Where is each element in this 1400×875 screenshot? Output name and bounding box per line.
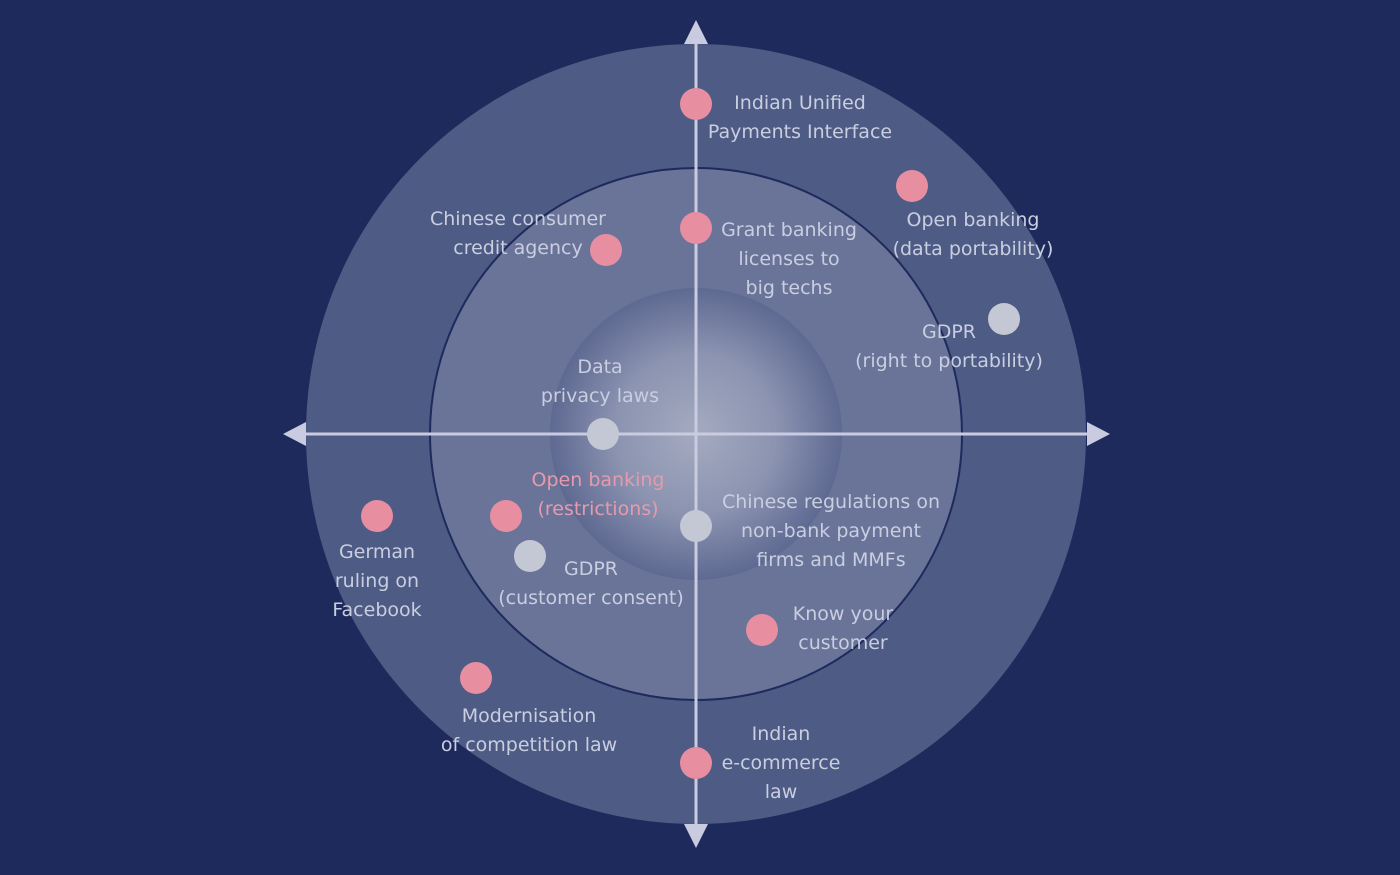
indian-upi-label-line: Indian Unified	[734, 92, 866, 114]
item-german-ruling: German ruling on Facebook	[332, 500, 422, 621]
item-open-banking-portability: Open banking (data portability)	[893, 170, 1054, 260]
item-gdpr-portability: GDPR (right to portability)	[855, 303, 1043, 372]
item-chinese-credit-agency: Chinese consumer credit agency	[430, 208, 622, 266]
item-indian-ecommerce: Indian e-commerce law	[680, 723, 840, 803]
chinese-credit-agency-dot	[590, 234, 622, 266]
indian-upi-label-line: Payments Interface	[708, 121, 892, 143]
grant-banking-licenses-label-line: licenses to	[738, 248, 839, 270]
item-data-privacy-laws: Data privacy laws	[541, 356, 659, 450]
modernisation-competition-label-line: Modernisation	[462, 705, 597, 727]
arrow-left-icon	[283, 422, 306, 446]
open-banking-restrictions-label-line: (restrictions)	[537, 498, 658, 520]
data-privacy-laws-dot	[587, 418, 619, 450]
gdpr-consent-label-line: GDPR	[564, 558, 618, 580]
chinese-credit-agency-label-line: credit agency	[453, 237, 582, 259]
indian-ecommerce-label-line: law	[765, 781, 797, 803]
grant-banking-licenses-dot	[680, 212, 712, 244]
chinese-regulations-label-line: Chinese regulations on	[722, 491, 940, 513]
item-chinese-regulations: Chinese regulations on non-bank payment fi…	[680, 491, 940, 571]
chinese-credit-agency-label-line: Chinese consumer	[430, 208, 606, 230]
know-your-customer-dot	[746, 614, 778, 646]
gdpr-portability-dot	[988, 303, 1020, 335]
gdpr-portability-label-line: (right to portability)	[855, 350, 1043, 372]
indian-ecommerce-label-line: e-commerce	[722, 752, 841, 774]
indian-upi-dot	[680, 88, 712, 120]
arrow-down-icon	[684, 824, 708, 848]
grant-banking-licenses-label-line: Grant banking	[721, 219, 857, 241]
gdpr-consent-dot	[514, 540, 546, 572]
item-modernisation-competition: Modernisation of competition law	[441, 662, 617, 756]
german-ruling-label-line: Facebook	[332, 599, 421, 621]
know-your-customer-label-line: customer	[798, 632, 888, 654]
item-gdpr-consent: GDPR (customer consent)	[498, 540, 684, 609]
chinese-regulations-label-line: firms and MMFs	[756, 549, 905, 571]
indian-ecommerce-dot	[680, 747, 712, 779]
modernisation-competition-label-line: of competition law	[441, 734, 617, 756]
arrow-up-icon	[684, 20, 708, 44]
know-your-customer-label-line: Know your	[793, 603, 894, 625]
chinese-regulations-label-line: non-bank payment	[741, 520, 921, 542]
gdpr-consent-label-line: (customer consent)	[498, 587, 684, 609]
german-ruling-dot	[361, 500, 393, 532]
item-indian-upi: Indian Unified Payments Interface	[680, 88, 892, 143]
grant-banking-licenses-label-line: big techs	[746, 277, 833, 299]
open-banking-restrictions-label-line: Open banking	[532, 469, 665, 491]
gdpr-portability-label-line: GDPR	[922, 321, 976, 343]
item-grant-banking-licenses: Grant banking licenses to big techs	[680, 212, 857, 299]
german-ruling-label-line: German	[339, 541, 415, 563]
data-privacy-laws-label-line: privacy laws	[541, 385, 659, 407]
modernisation-competition-dot	[460, 662, 492, 694]
items-layer: Indian Unified Payments Interface Open ban…	[332, 88, 1053, 803]
data-privacy-laws-label-line: Data	[577, 356, 622, 378]
german-ruling-label-line: ruling on	[335, 570, 419, 592]
chinese-regulations-dot	[680, 510, 712, 542]
indian-ecommerce-label-line: Indian	[752, 723, 811, 745]
open-banking-portability-dot	[896, 170, 928, 202]
item-know-your-customer: Know your customer	[746, 603, 893, 654]
open-banking-portability-label-line: Open banking	[907, 209, 1040, 231]
item-open-banking-restrictions: Open banking (restrictions)	[490, 469, 664, 532]
arrow-right-icon	[1087, 422, 1110, 446]
open-banking-restrictions-dot	[490, 500, 522, 532]
open-banking-portability-label-line: (data portability)	[893, 238, 1054, 260]
